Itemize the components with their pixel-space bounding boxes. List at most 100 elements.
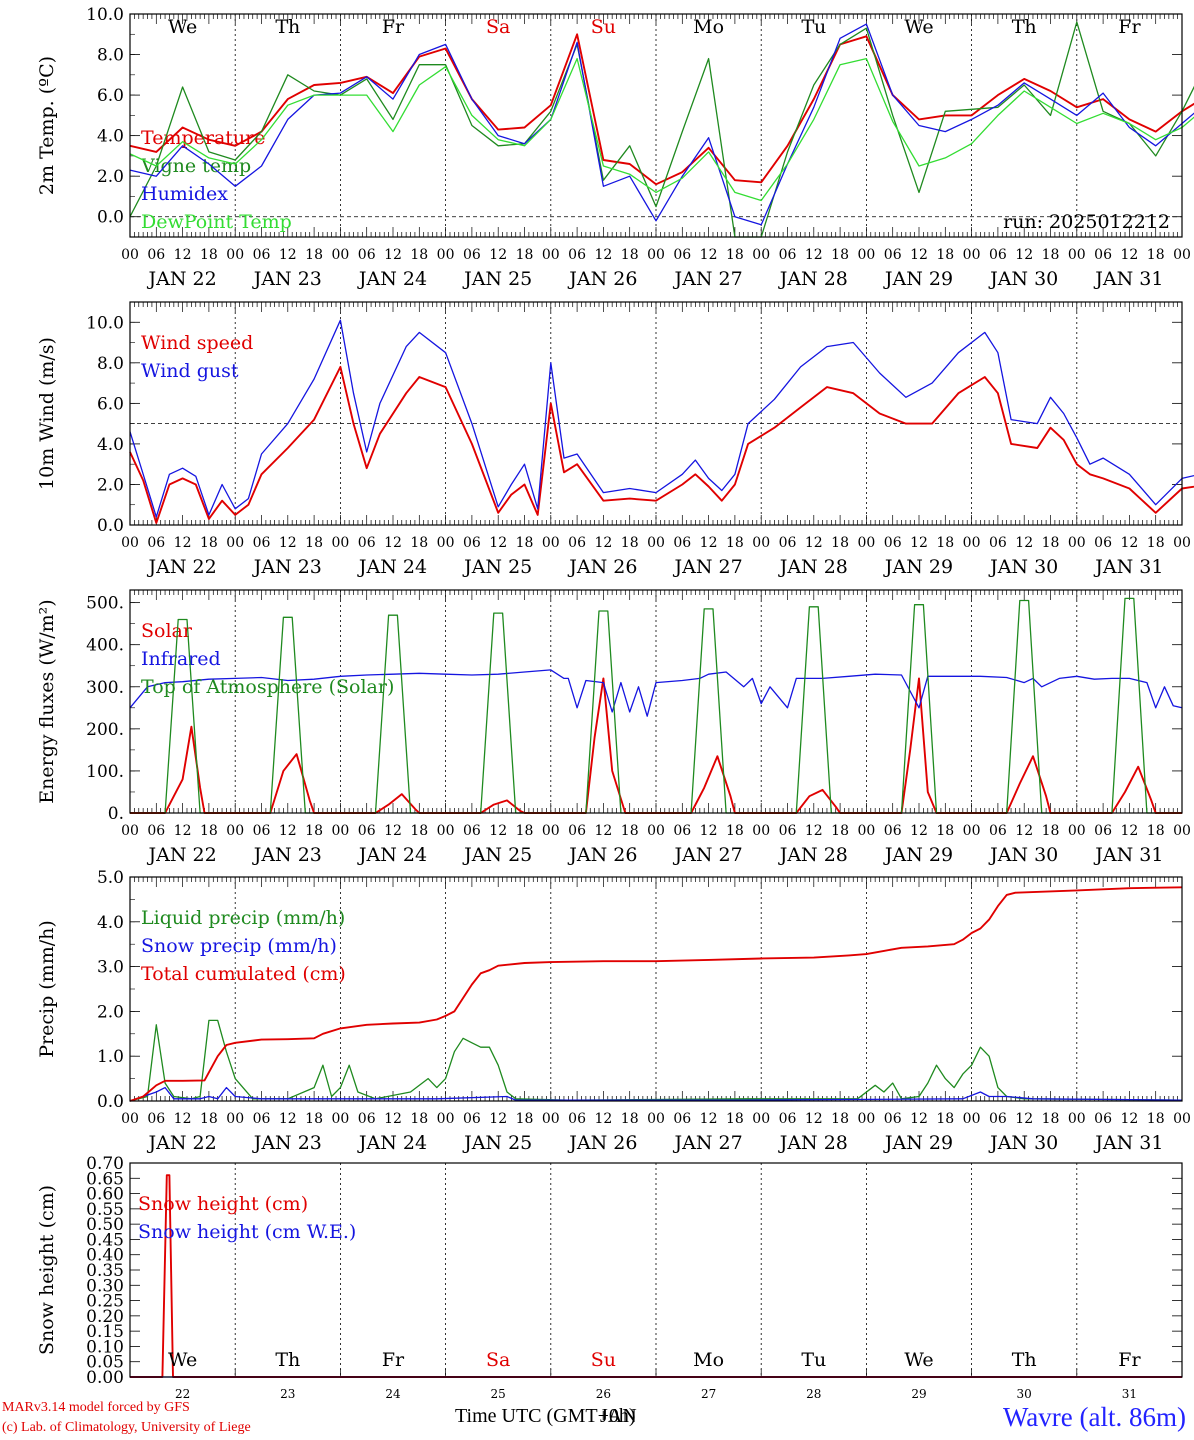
day-abbrev-1: Th xyxy=(275,16,300,38)
hour-label: 00 xyxy=(542,247,560,263)
y-tick-label: 0.45 xyxy=(86,1230,124,1250)
hour-label: 12 xyxy=(174,535,192,551)
day-number-7: 29 xyxy=(911,1387,926,1401)
hour-label: 18 xyxy=(516,247,534,263)
y-tick-label: 300. xyxy=(86,678,124,698)
hour-label: 00 xyxy=(542,1111,560,1127)
date-label-9: JAN 31 xyxy=(1093,268,1163,290)
y-tick-label: 2.0 xyxy=(97,167,124,187)
hour-label: 18 xyxy=(831,1111,849,1127)
day-abbrev-6: Tu xyxy=(801,16,826,38)
date-label-8: JAN 30 xyxy=(988,556,1058,578)
hour-label: 18 xyxy=(305,247,323,263)
day-abbrev-4: Su xyxy=(591,1349,616,1371)
hour-label: 12 xyxy=(174,1111,192,1127)
date-label-1: JAN 23 xyxy=(252,844,322,866)
hour-label: 12 xyxy=(805,535,823,551)
hour-label: 06 xyxy=(358,1111,376,1127)
day-number-0: 22 xyxy=(175,1387,190,1401)
hour-label: 06 xyxy=(779,535,797,551)
series-line-wind-speed xyxy=(129,365,1194,524)
hour-label: 00 xyxy=(121,535,139,551)
hour-label: 00 xyxy=(226,1111,244,1127)
hour-label: 06 xyxy=(884,823,902,839)
day-abbrev-3: Sa xyxy=(486,1349,510,1371)
day-abbrev-4: Su xyxy=(591,16,616,38)
legend-dewpoint-temp: DewPoint Temp xyxy=(141,211,292,233)
hour-label: 12 xyxy=(805,247,823,263)
hour-label: 18 xyxy=(410,823,428,839)
hour-label: 00 xyxy=(1173,535,1191,551)
hour-label: 18 xyxy=(831,823,849,839)
y-tick-label: 0.60 xyxy=(86,1185,124,1205)
x-axis-title: Time UTC (GMT+0h) xyxy=(455,1405,636,1427)
hour-label: 18 xyxy=(516,1111,534,1127)
day-number-4: 26 xyxy=(596,1387,611,1401)
y-tick-label: 0.15 xyxy=(86,1322,124,1342)
y-tick-label: 0.55 xyxy=(86,1200,124,1220)
date-label-2: JAN 24 xyxy=(357,844,427,866)
hour-label: 00 xyxy=(331,1111,349,1127)
y-tick-label: 3.0 xyxy=(97,958,124,978)
hour-label: 06 xyxy=(358,535,376,551)
x-axis-overprint: JAN xyxy=(600,1405,637,1427)
hour-label: 06 xyxy=(463,247,481,263)
series-line-snow-precip-mm-h xyxy=(129,1086,1183,1102)
hour-label: 06 xyxy=(1094,1111,1112,1127)
chart-panel-2: 0.0 2.0 4.0 6.0 8.0 10.0 10m Wind (m/s) Wind sp… xyxy=(36,301,1194,578)
date-label-3: JAN 25 xyxy=(462,268,532,290)
hour-label: 00 xyxy=(963,535,981,551)
y-axis-title: Snow height (cm) xyxy=(36,1185,58,1355)
hour-label: 18 xyxy=(200,535,218,551)
hour-label: 00 xyxy=(752,1111,770,1127)
date-label-0: JAN 22 xyxy=(147,556,217,578)
hour-label: 12 xyxy=(1120,535,1138,551)
series-line-dewpoint-temp xyxy=(129,57,1194,202)
hour-label: 12 xyxy=(489,247,507,263)
hour-label: 12 xyxy=(1120,823,1138,839)
hour-label: 00 xyxy=(1068,247,1086,263)
hour-label: 18 xyxy=(410,535,428,551)
y-axis-title: 2m Temp. (ºC) xyxy=(36,56,58,195)
hour-label: 18 xyxy=(1147,823,1165,839)
chart-panel-3: 0. 100. 200. 300. 400. 500. Energy fluxes (W/m… xyxy=(36,589,1191,866)
hour-label: 00 xyxy=(857,535,875,551)
y-tick-label: 1.0 xyxy=(97,1047,124,1067)
hour-label: 12 xyxy=(910,823,928,839)
hour-label: 06 xyxy=(673,535,691,551)
hour-label: 06 xyxy=(884,247,902,263)
y-tick-label: 200. xyxy=(86,720,124,740)
date-label-1: JAN 23 xyxy=(252,268,322,290)
hour-label: 18 xyxy=(410,1111,428,1127)
date-label-6: JAN 28 xyxy=(778,1132,848,1154)
date-label-0: JAN 22 xyxy=(147,1132,217,1154)
y-tick-label: 0.70 xyxy=(86,1154,124,1174)
hour-label: 00 xyxy=(857,823,875,839)
hour-label: 18 xyxy=(305,823,323,839)
hour-label: 06 xyxy=(884,535,902,551)
hour-label: 00 xyxy=(857,1111,875,1127)
date-label-6: JAN 28 xyxy=(778,268,848,290)
series-line-vigne-temp xyxy=(129,21,1194,238)
y-tick-label: 4.0 xyxy=(97,435,124,455)
hour-label: 18 xyxy=(936,247,954,263)
hour-label: 06 xyxy=(463,535,481,551)
day-number-3: 25 xyxy=(491,1387,506,1401)
hour-label: 00 xyxy=(1068,1111,1086,1127)
hour-label: 06 xyxy=(147,247,165,263)
day-number-2: 24 xyxy=(385,1387,401,1401)
hour-label: 06 xyxy=(673,1111,691,1127)
date-label-5: JAN 27 xyxy=(673,1132,743,1154)
legend-infrared: Infrared xyxy=(141,648,221,670)
y-tick-label: 0.25 xyxy=(86,1292,124,1312)
hour-label: 06 xyxy=(779,823,797,839)
date-label-7: JAN 29 xyxy=(883,556,953,578)
hour-label: 18 xyxy=(1147,247,1165,263)
hour-label: 06 xyxy=(989,247,1007,263)
chart-panel-5: 0.000.050.100.150.200.250.300.350.400.45… xyxy=(36,1154,1183,1401)
y-tick-label: 0.0 xyxy=(97,1092,124,1112)
date-label-5: JAN 27 xyxy=(673,268,743,290)
hour-label: 12 xyxy=(384,535,402,551)
hour-label: 06 xyxy=(253,535,271,551)
